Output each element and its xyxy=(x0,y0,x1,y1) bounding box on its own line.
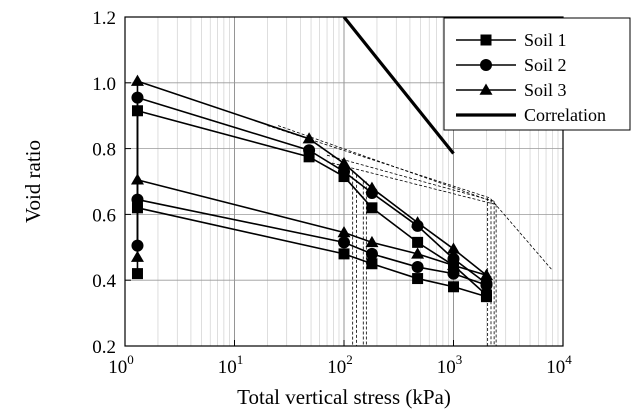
data-point xyxy=(365,247,378,260)
data-point xyxy=(366,202,378,214)
series-1 xyxy=(131,91,493,292)
data-point xyxy=(337,156,351,169)
x-tick-exponent: 1 xyxy=(237,352,244,367)
y-tick-label: 0.6 xyxy=(92,205,116,226)
x-tick-label: 102 xyxy=(327,352,353,378)
data-point xyxy=(411,247,425,259)
data-point xyxy=(412,236,424,248)
data-point xyxy=(412,273,424,285)
correlation-line xyxy=(342,17,455,155)
x-tick-label: 101 xyxy=(218,352,244,378)
x-tick-exponent: 4 xyxy=(565,352,572,367)
legend-label: Correlation xyxy=(524,105,606,125)
y-tick-label: 1.0 xyxy=(92,74,116,95)
construction-line xyxy=(277,125,493,202)
y-tick-label: 0.4 xyxy=(92,271,116,292)
data-point xyxy=(302,132,316,144)
legend-label: Soil 3 xyxy=(524,80,567,100)
data-point xyxy=(447,258,460,271)
construction-line xyxy=(326,161,497,205)
data-point xyxy=(130,173,144,185)
data-point xyxy=(338,165,350,178)
y-axis-title: Void ratio xyxy=(21,140,45,223)
legend-label: Soil 1 xyxy=(524,30,567,50)
data-point xyxy=(411,261,424,274)
data-point xyxy=(130,250,144,262)
data-point xyxy=(337,226,351,238)
legend-box xyxy=(443,17,631,131)
data-point xyxy=(338,248,350,260)
data-point xyxy=(411,216,425,228)
legend-label: Soil 2 xyxy=(524,55,567,75)
x-tick-label: 104 xyxy=(546,352,572,378)
y-tick-label: 0.2 xyxy=(92,337,116,358)
data-point xyxy=(131,268,143,280)
series-line xyxy=(137,198,487,286)
data-point xyxy=(480,279,493,292)
data-point xyxy=(365,235,379,248)
y-tick-label: 0.8 xyxy=(92,140,116,161)
construction-line xyxy=(267,125,553,271)
x-axis-title: Total vertical stress (kPa) xyxy=(237,385,451,409)
x-tick-label: 103 xyxy=(437,352,463,378)
x-tick-exponent: 2 xyxy=(346,352,353,367)
data-point xyxy=(447,252,460,265)
data-point xyxy=(447,242,460,254)
construction-line xyxy=(326,154,495,202)
legend: Soil 1 Soil 2 Soil 3 Correlation xyxy=(443,17,631,131)
data-point xyxy=(303,151,315,163)
data-point xyxy=(448,281,459,293)
series-2 xyxy=(130,74,493,280)
series-3 xyxy=(342,17,455,155)
data-point xyxy=(365,181,379,193)
data-point xyxy=(447,267,460,280)
data-point xyxy=(480,291,492,303)
data-point xyxy=(130,74,144,86)
data-point xyxy=(366,258,378,270)
data-point xyxy=(303,144,316,157)
legend-marker xyxy=(480,59,492,71)
data-series xyxy=(130,17,493,303)
data-point xyxy=(338,236,350,249)
series-line xyxy=(137,179,487,277)
x-tick-exponent: 0 xyxy=(127,352,134,367)
y-tick-label: 1.2 xyxy=(92,8,116,29)
legend-marker xyxy=(480,34,492,46)
data-point xyxy=(479,268,493,280)
construction-lines xyxy=(267,125,553,346)
x-tick-exponent: 3 xyxy=(456,352,463,367)
legend-marker xyxy=(479,83,493,95)
